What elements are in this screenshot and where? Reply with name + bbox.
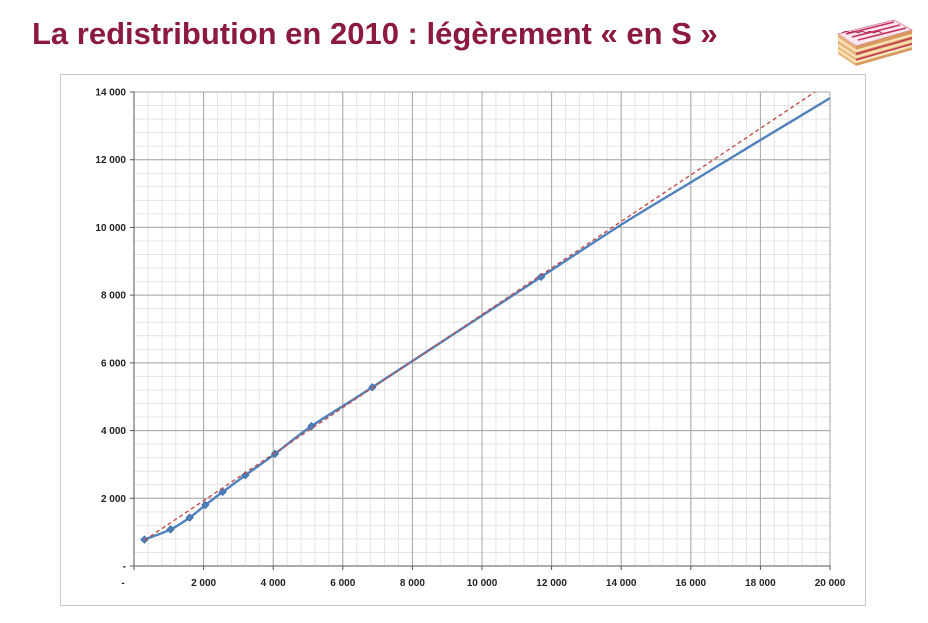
redistribution-chart: - 2 000 4 000 6 000 8 000 10 000 12 000 14 000 -… [95,88,846,590]
data-point-marker [270,449,280,459]
y-tick-label: 10 000 [95,223,126,234]
x-tick-label: 18 000 [745,578,776,589]
blue-data-line [144,97,830,541]
x-tick-label: 4 000 [261,578,286,589]
y-tick-label: 8 000 [101,291,126,302]
y-tick-label: 2 000 [101,494,126,505]
x-tick-label: 14 000 [606,578,637,589]
data-point-marker [201,500,210,510]
y-tick-label: 4 000 [101,426,126,437]
x-tick-label: 20 000 [815,578,846,589]
y-tick-label: - [123,562,126,573]
chart-frame: - 2 000 4 000 6 000 8 000 10 000 12 000 14 000 -… [60,74,866,606]
data-point-marker [307,422,316,431]
dashed-reference-line [144,92,817,541]
data-point-marker [218,487,227,497]
y-tick-label: 6 000 [101,358,126,369]
mille-feuille-cake-icon [836,19,914,66]
x-tick-label: 10 000 [467,578,498,589]
x-tick-label: 8 000 [400,578,425,589]
y-tick-label: 12 000 [95,155,126,166]
x-tick-label: - [121,578,124,589]
y-tick-label: 14 000 [95,88,126,99]
data-point-marker [166,525,175,534]
x-tick-label: 16 000 [676,578,707,589]
slide-title: La redistribution en 2010 : légèrement «… [32,16,718,51]
x-tick-label: 12 000 [536,578,567,589]
x-tick-label: 6 000 [330,578,355,589]
x-tick-label: 2 000 [191,578,216,589]
data-point-marker [536,272,546,282]
data-point-marker [185,513,194,522]
